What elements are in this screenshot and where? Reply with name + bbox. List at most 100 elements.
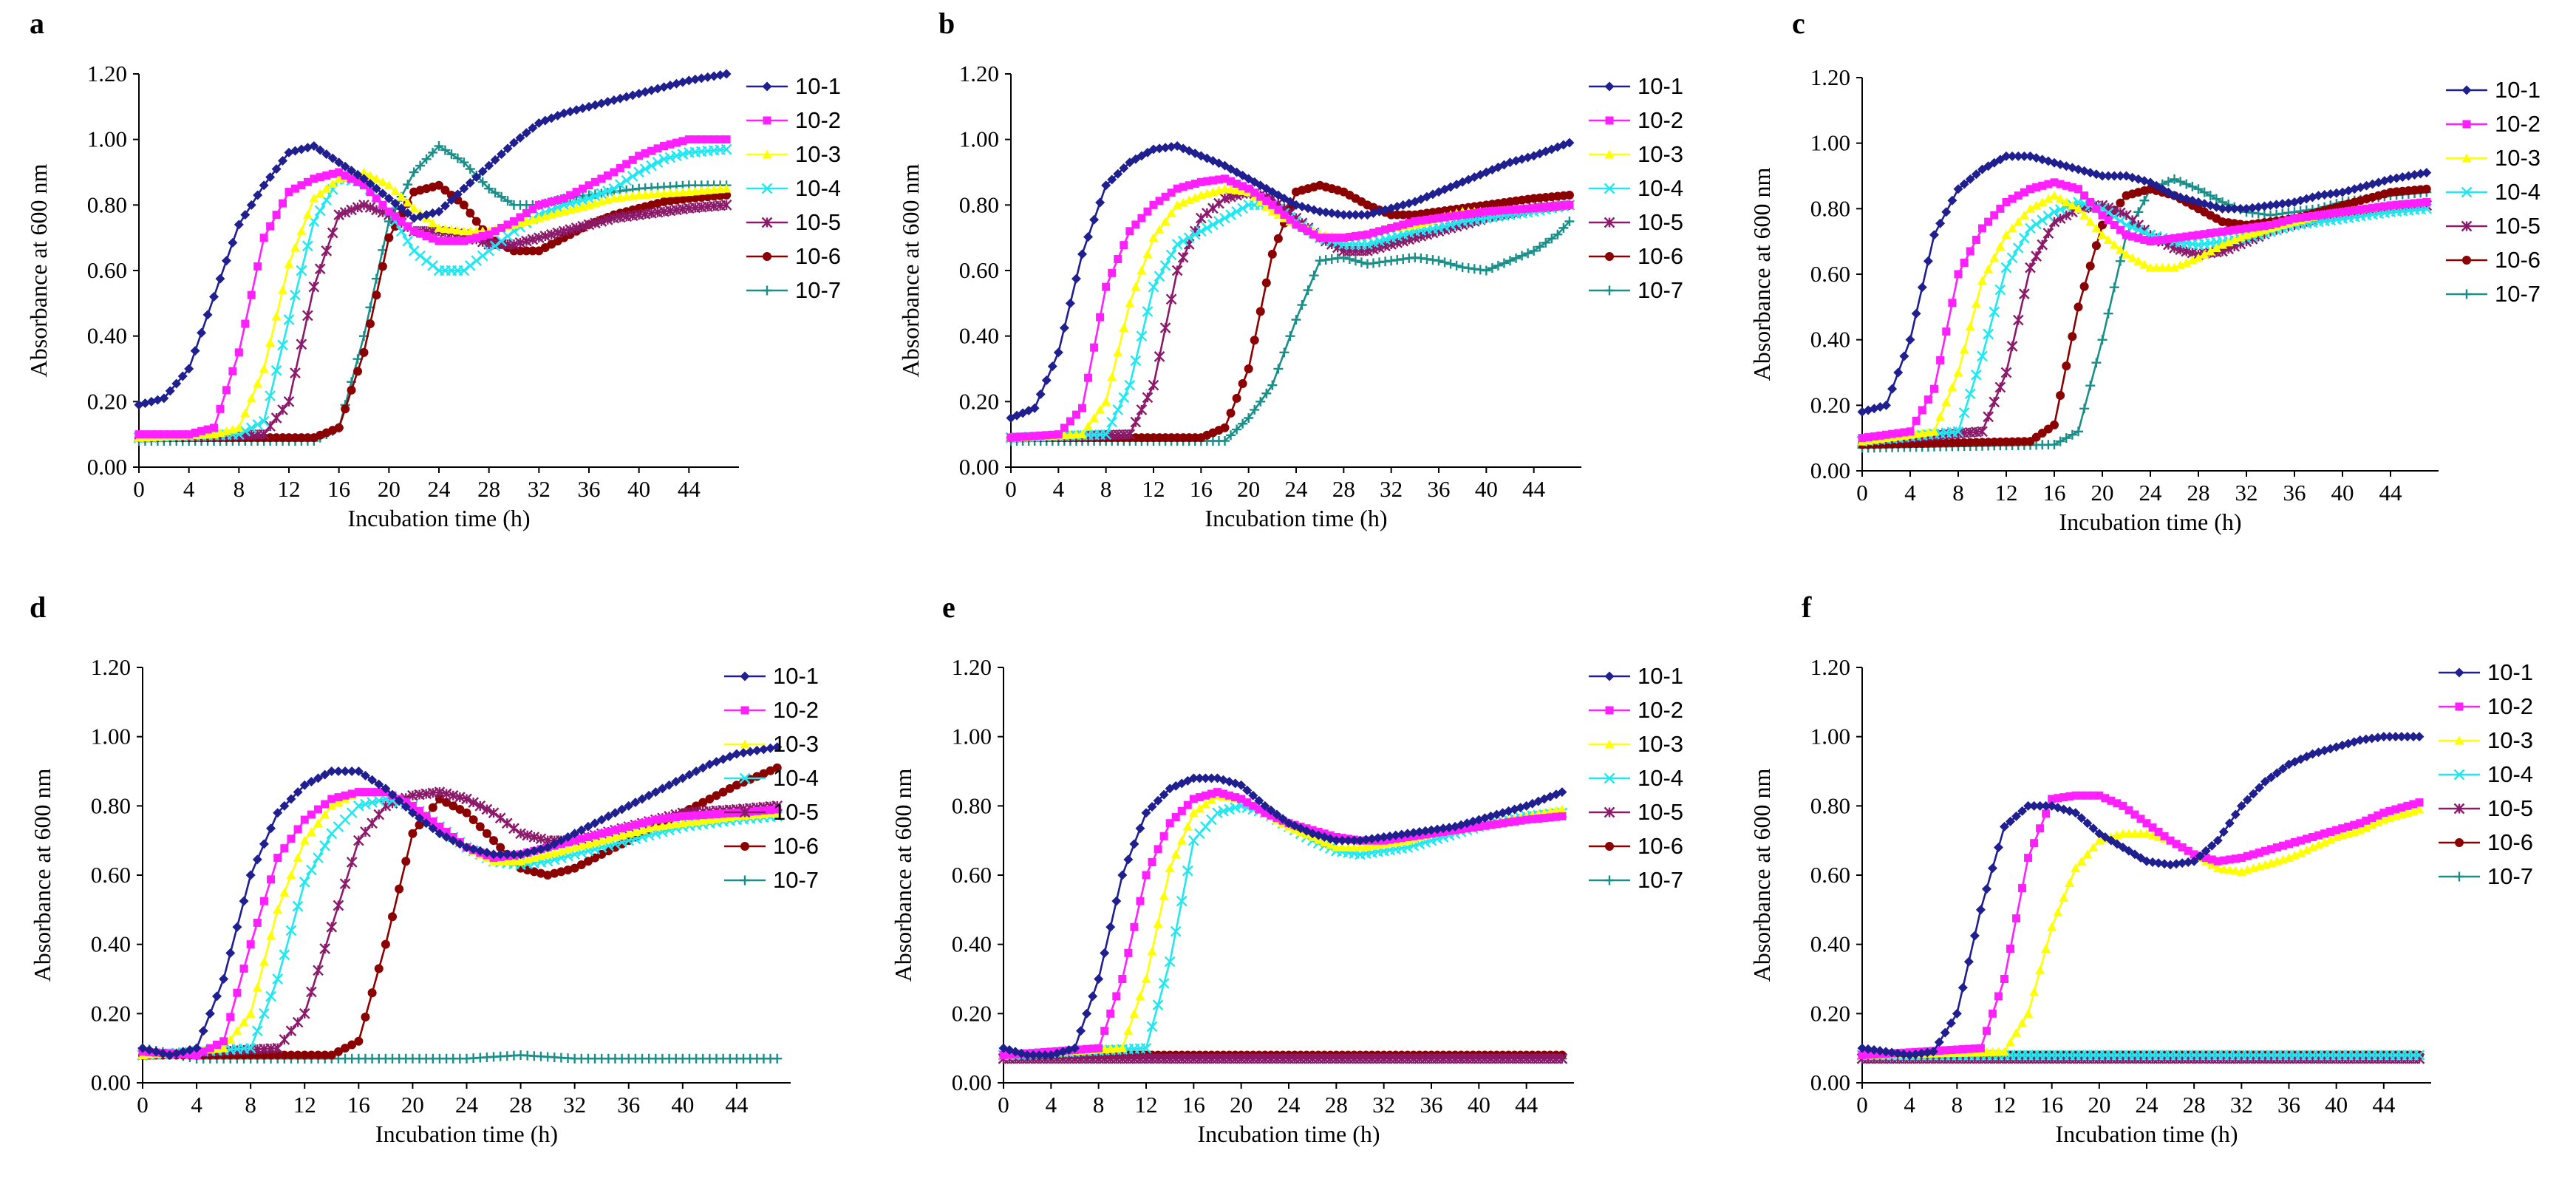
marker-10-3-32	[1188, 808, 1199, 817]
y-tick-label: 0.40	[91, 931, 131, 957]
marker-10-2-27	[1167, 188, 1176, 197]
x-tick-label: 12	[1142, 476, 1165, 502]
marker-10-2-92	[759, 806, 768, 815]
marker-10-2-10	[1918, 406, 1926, 415]
marker-10-4-86	[671, 150, 682, 162]
legend-label-10-6: 10-6	[1638, 833, 1683, 859]
legend-label-10-1: 10-1	[2487, 659, 2533, 685]
marker-10-2-37	[366, 188, 375, 197]
marker-10-3-62	[2229, 234, 2240, 244]
marker-10-2-38	[1233, 180, 1241, 188]
marker-10-1-16	[1953, 184, 1963, 194]
marker-10-2-94	[1558, 812, 1567, 820]
marker-10-2-81	[641, 149, 650, 158]
marker-10-2-24	[284, 188, 293, 197]
marker-10-6-29	[333, 1047, 343, 1056]
marker-10-3-56	[2193, 253, 2204, 262]
legend-label-10-1: 10-1	[2495, 77, 2541, 103]
marker-10-2-21	[1982, 1027, 1991, 1036]
marker-10-2-77	[616, 163, 624, 172]
marker-legend-10-5-0	[739, 806, 751, 818]
marker-10-2-56	[1339, 234, 1348, 242]
marker-10-2-92	[1546, 813, 1555, 822]
marker-10-2-22	[1988, 1009, 1997, 1018]
marker-10-5-94	[1556, 1053, 1568, 1064]
x-tick-label: 4	[183, 476, 195, 502]
marker-10-2-34	[1201, 791, 1210, 800]
marker-10-4-21	[279, 949, 290, 961]
marker-legend-10-4-0	[1604, 772, 1615, 784]
chart-panel-c: c0.000.200.400.600.801.001.200 4 8 12 16 20 24…	[1748, 7, 2541, 535]
marker-10-2-33	[341, 171, 350, 180]
x-tick-label: 28	[477, 476, 500, 502]
series-line-10-5	[1010, 191, 1570, 439]
x-axis-title: Incubation time (h)	[1197, 1121, 1380, 1147]
x-tick-label: 28	[1332, 476, 1355, 502]
marker-10-2-41	[415, 806, 424, 815]
marker-10-2-10	[1066, 417, 1074, 426]
marker-legend-10-3-0	[2454, 735, 2464, 745]
x-tick-label: 40	[1475, 476, 1498, 502]
marker-10-7-52	[2170, 174, 2179, 184]
marker-10-4-24	[1148, 281, 1159, 293]
marker-10-4-80	[633, 166, 645, 178]
marker-10-2-14	[233, 988, 242, 997]
marker-10-3-19	[1971, 299, 1981, 308]
marker-10-2-82	[2350, 206, 2359, 215]
marker-10-1-54	[502, 849, 512, 860]
marker-10-5-21	[265, 421, 276, 432]
marker-10-1-91	[2403, 171, 2413, 181]
marker-10-3-21	[265, 338, 276, 347]
marker-10-1-70	[2272, 768, 2282, 778]
marker-10-1-82	[691, 766, 701, 776]
marker-10-7-38	[1232, 424, 1242, 435]
marker-10-6-27	[303, 433, 313, 443]
marker-10-2-49	[1298, 223, 1306, 232]
marker-10-3-29	[2029, 987, 2040, 996]
marker-10-4-23	[292, 900, 304, 912]
marker-10-3-60	[2218, 239, 2227, 249]
marker-10-5-60	[508, 239, 519, 250]
marker-10-2-86	[672, 138, 681, 147]
x-tick-label: 16	[2043, 480, 2066, 506]
marker-legend-10-7-0	[762, 285, 772, 296]
marker-10-1-18	[246, 200, 256, 210]
marker-10-1-63	[528, 123, 538, 133]
marker-10-2-64	[2242, 224, 2251, 233]
marker-10-5-54	[501, 817, 513, 829]
y-tick-label: 0.80	[1810, 792, 1850, 818]
marker-10-2-94	[773, 805, 782, 814]
marker-10-2-78	[2320, 829, 2329, 838]
marker-10-7-36	[2074, 426, 2083, 437]
y-tick-label: 1.20	[87, 61, 127, 86]
marker-10-6-35	[2068, 332, 2077, 341]
marker-10-1-92	[2410, 170, 2419, 180]
marker-10-2-79	[2332, 208, 2341, 217]
marker-10-1-69	[603, 811, 613, 821]
marker-10-3-83	[698, 815, 708, 825]
marker-10-1-92	[709, 71, 719, 81]
marker-10-3-25	[306, 826, 316, 836]
marker-10-1-52	[2165, 860, 2175, 870]
marker-10-3-17	[252, 982, 262, 992]
marker-10-1-25	[2006, 816, 2016, 826]
marker-10-6-94	[1564, 191, 1574, 200]
marker-10-5-56	[515, 828, 526, 840]
series-10-1	[137, 742, 783, 1061]
marker-10-4-47	[427, 260, 438, 271]
marker-10-2-91	[703, 135, 712, 144]
marker-10-3-20	[1977, 276, 1987, 285]
marker-10-7-48	[1291, 315, 1301, 324]
marker-10-1-40	[407, 808, 418, 818]
marker-10-3-35	[2067, 200, 2077, 210]
marker-10-7-40	[1244, 413, 1254, 423]
marker-10-3-20	[259, 364, 269, 373]
marker-10-2-40	[384, 207, 393, 216]
marker-10-2-21	[1984, 217, 1993, 226]
marker-10-4-76	[608, 183, 620, 194]
marker-10-1-66	[2248, 789, 2258, 799]
marker-10-1-29	[315, 145, 325, 155]
marker-10-1-59	[2207, 840, 2217, 851]
marker-10-4-34	[367, 797, 378, 808]
marker-10-2-62	[2230, 225, 2239, 234]
